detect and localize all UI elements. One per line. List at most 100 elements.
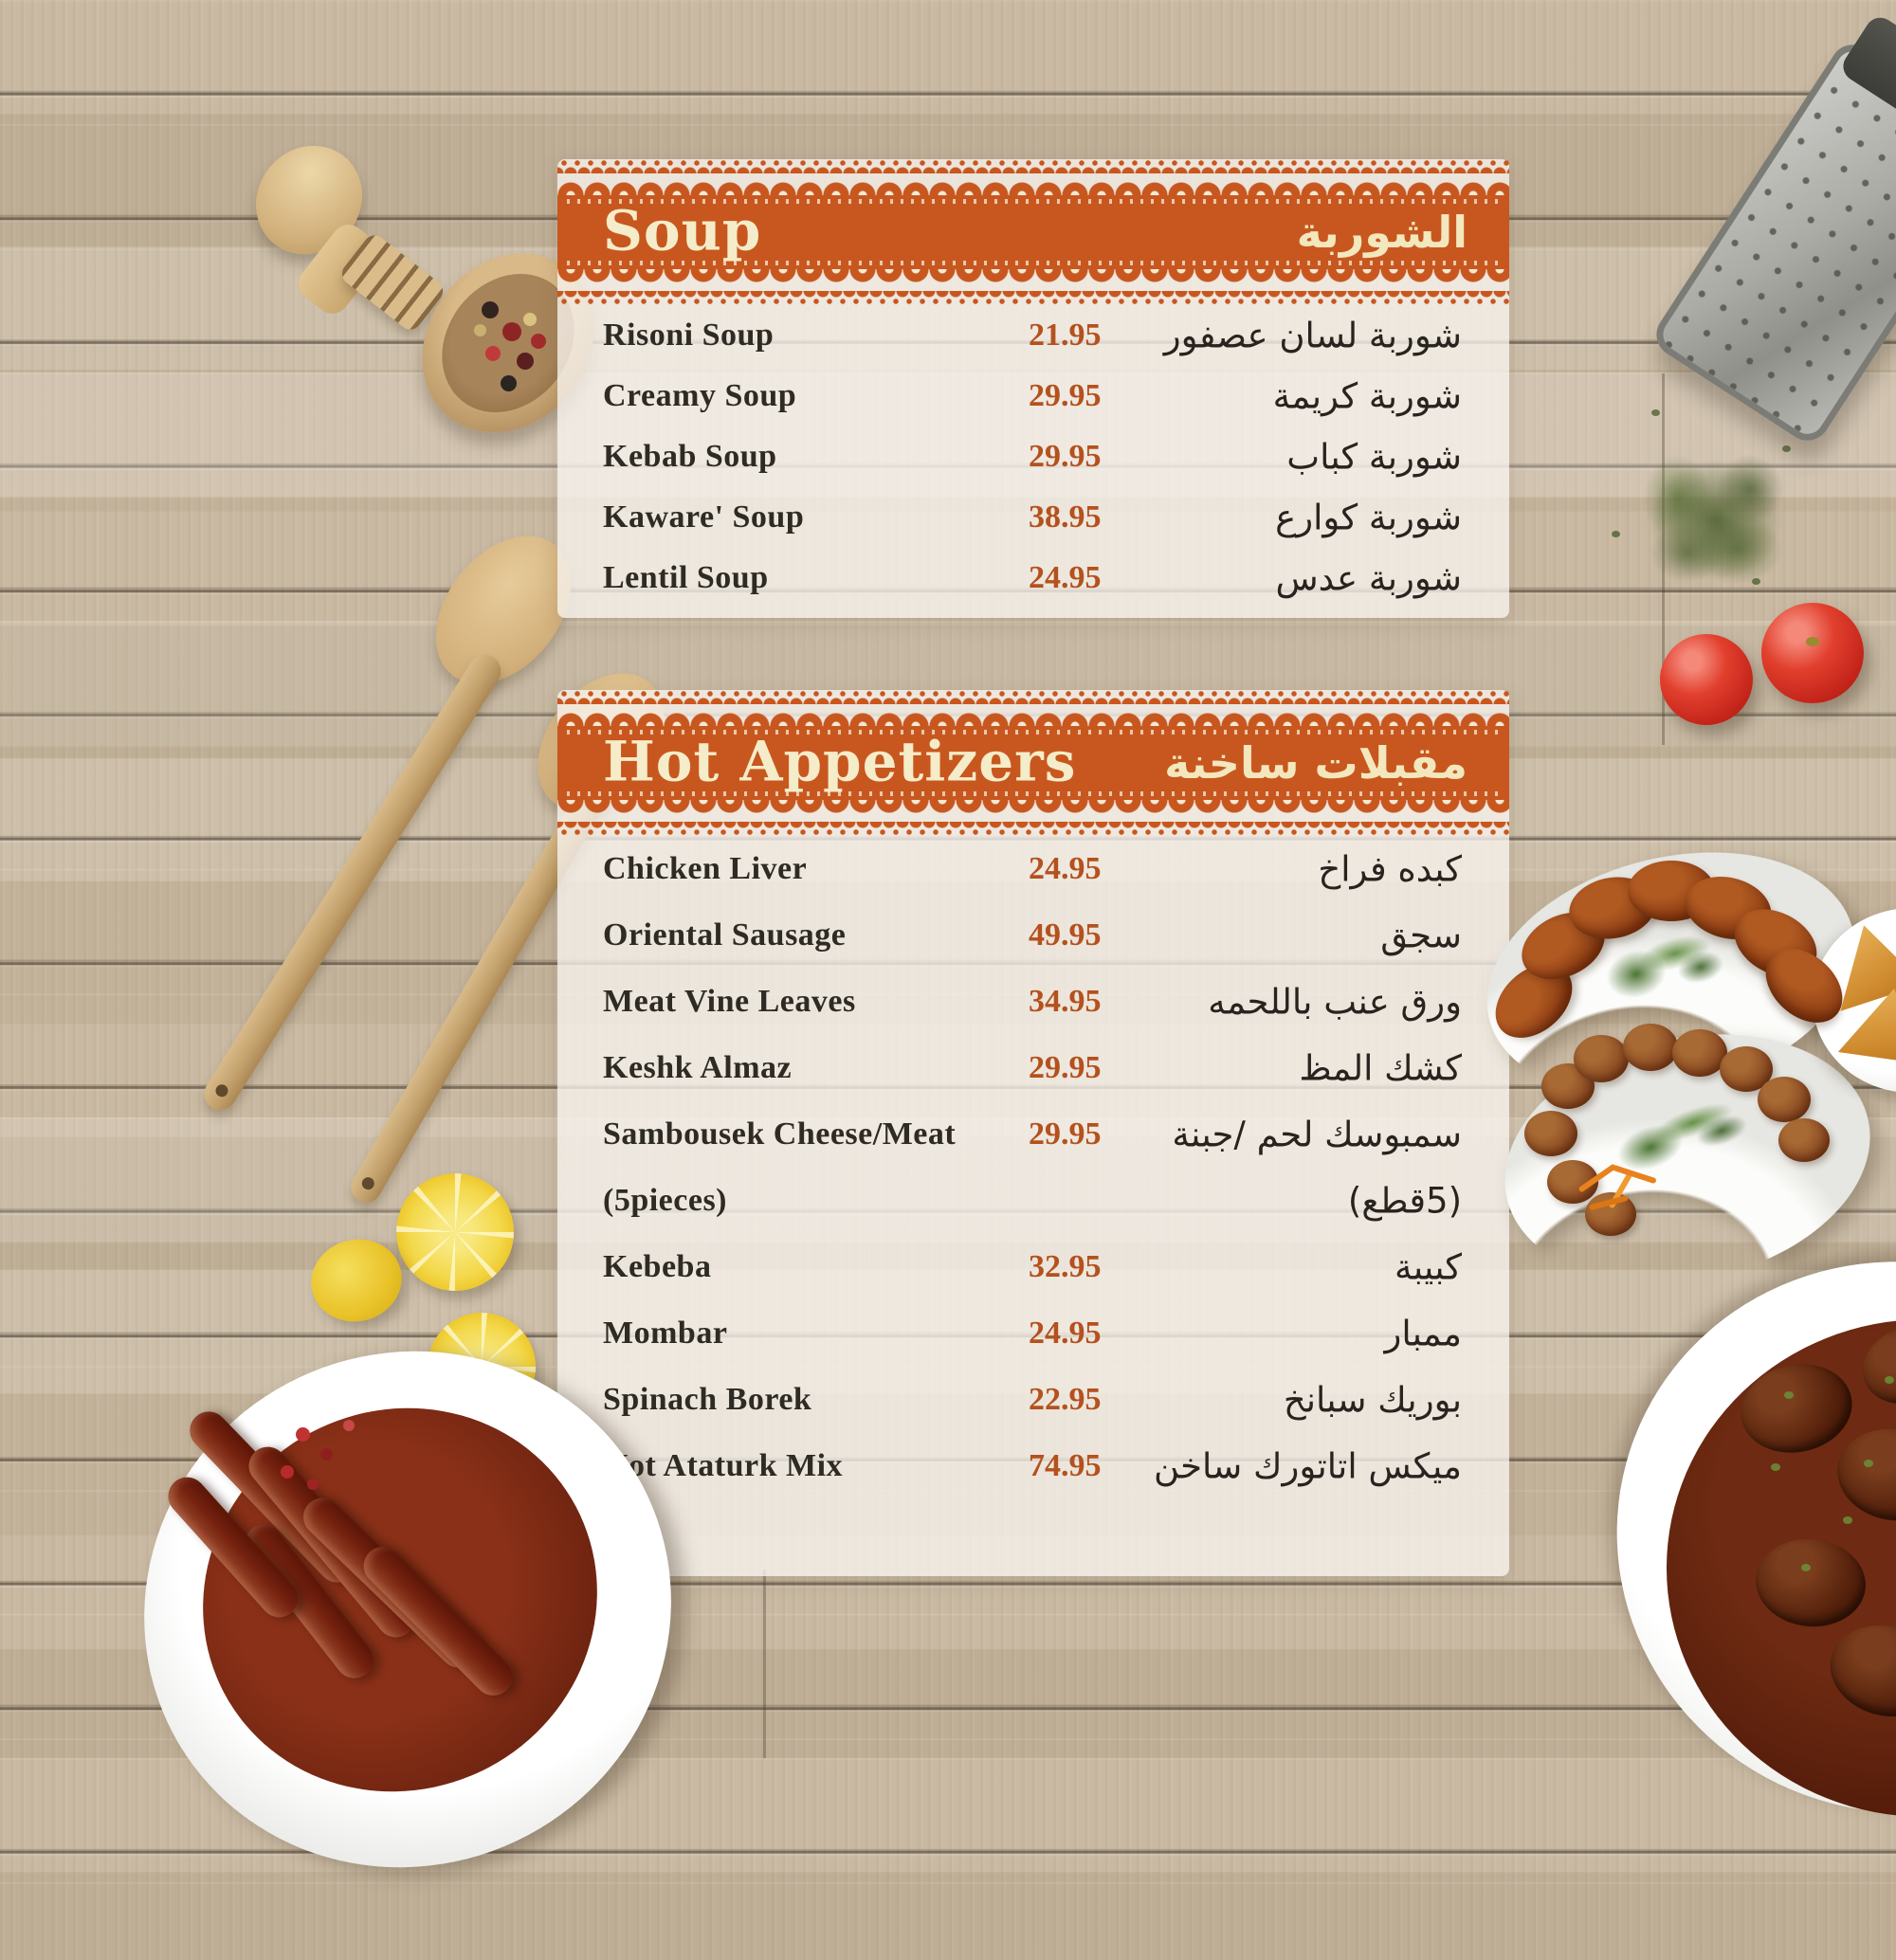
tomato xyxy=(1660,634,1753,725)
item-name-en: Kebab Soup xyxy=(603,439,777,474)
item-name-ar: شوربة كباب xyxy=(1286,436,1462,478)
item-price: 32.95 xyxy=(1029,1249,1102,1284)
item-name-ar: بوريك سبانخ xyxy=(1283,1379,1462,1421)
item-name-en: Sambousek Cheese/Meat xyxy=(603,1116,957,1152)
item-name-ar: شوربة كوارع xyxy=(1275,497,1462,538)
menu-item-row: Kaware' Soup 38.95 شوربة كوارع xyxy=(557,487,1509,548)
item-name-ar: كبيبة xyxy=(1395,1246,1462,1288)
parsley-fleck xyxy=(1784,1391,1794,1399)
menu-page: { "sections": [ { "id": "soup", "title_e… xyxy=(0,0,1896,1758)
lace-border-bottom xyxy=(557,800,1509,836)
hot-appetizers-item-list: Chicken Liver 24.95 كبده فراخ Oriental S… xyxy=(557,836,1509,1499)
item-name-en: Chicken Liver xyxy=(603,851,808,886)
menu-item-row: Risoni Soup 21.95 شوربة لسان عصفور xyxy=(557,305,1509,366)
parsley-fleck xyxy=(1801,1564,1811,1571)
peppercorn xyxy=(531,334,546,349)
item-price: 29.95 xyxy=(1029,1116,1102,1152)
item-name-ar: شوربة لسان عصفور xyxy=(1163,315,1462,356)
item-price: 24.95 xyxy=(1029,560,1102,595)
item-name-ar: شوربة عدس xyxy=(1275,557,1462,599)
item-name-ar: سمبوسك لحم /جبنة xyxy=(1172,1114,1462,1155)
section-title-ar: مقبلات ساخنة xyxy=(1164,737,1468,789)
peppercorn xyxy=(485,346,501,361)
meatball xyxy=(1758,1077,1811,1122)
pink-peppercorn xyxy=(343,1420,355,1431)
pink-peppercorn xyxy=(307,1479,319,1490)
item-price: 38.95 xyxy=(1029,499,1102,535)
item-name-ar: ميكس اتاتورك ساخن xyxy=(1153,1445,1462,1487)
menu-item-row: (5pieces) (5قطع) xyxy=(557,1168,1509,1234)
herb-fleck xyxy=(1752,578,1760,585)
item-name-ar: (5قطع) xyxy=(1347,1180,1462,1222)
soup-item-list: Risoni Soup 21.95 شوربة لسان عصفور Cream… xyxy=(557,305,1509,608)
peppercorn xyxy=(523,313,537,326)
peppercorn xyxy=(482,301,499,318)
menu-item-row: Hot Ataturk Mix 74.95 ميكس اتاتورك ساخن xyxy=(557,1433,1509,1499)
menu-item-row: Creamy Soup 29.95 شوربة كريمة xyxy=(557,366,1509,426)
item-price: 29.95 xyxy=(1029,439,1102,474)
pink-peppercorn xyxy=(296,1427,310,1442)
lemon-half xyxy=(301,1229,411,1332)
soup-section-panel: Soup الشوربة Risoni Soup 21.95 شوربة لسا… xyxy=(557,159,1509,618)
meatball xyxy=(1524,1111,1577,1156)
section-title-ar: الشوربة xyxy=(1296,207,1468,258)
parsley-fleck xyxy=(1864,1460,1873,1467)
item-name-en: Spinach Borek xyxy=(603,1382,812,1417)
parsley-fleck xyxy=(1885,1376,1894,1384)
menu-item-row: Lentil Soup 24.95 شوربة عدس xyxy=(557,548,1509,608)
item-name-ar: كشك المظ xyxy=(1299,1047,1462,1089)
item-name-en: Hot Ataturk Mix xyxy=(603,1448,844,1483)
herb-fleck xyxy=(1651,409,1660,416)
peppercorn xyxy=(474,324,486,336)
item-name-ar: ورق عنب باللحمه xyxy=(1208,981,1462,1023)
tomato-stem xyxy=(1806,637,1819,646)
item-name-en: Oriental Sausage xyxy=(603,917,847,953)
lemon-slice xyxy=(396,1173,514,1291)
item-price: 29.95 xyxy=(1029,1050,1102,1085)
item-name-ar: ممبار xyxy=(1384,1313,1462,1354)
menu-item-row: Kebeba 32.95 كبيبة xyxy=(557,1234,1509,1300)
item-price: 29.95 xyxy=(1029,378,1102,413)
menu-item-row: Sambousek Cheese/Meat 29.95 سمبوسك لحم /… xyxy=(557,1101,1509,1168)
hot-appetizers-section-header: Hot Appetizers مقبلات ساخنة xyxy=(557,726,1509,800)
item-name-ar: كبده فراخ xyxy=(1318,848,1462,890)
item-price: 34.95 xyxy=(1029,984,1102,1019)
menu-item-row: Kebab Soup 29.95 شوربة كباب xyxy=(557,426,1509,487)
parsley-fleck xyxy=(1771,1463,1780,1471)
item-name-en: Creamy Soup xyxy=(603,378,797,413)
item-price: 24.95 xyxy=(1029,1316,1102,1351)
menu-item-row: Keshk Almaz 29.95 كشك المظ xyxy=(557,1035,1509,1101)
plank-joint xyxy=(763,1570,766,1758)
meatball xyxy=(1574,1035,1629,1082)
hot-appetizers-section-panel: Hot Appetizers مقبلات ساخنة Chicken Live… xyxy=(557,690,1509,1576)
meatball xyxy=(1778,1118,1830,1162)
item-name-ar: شوربة كريمة xyxy=(1272,375,1462,417)
menu-item-row: Meat Vine Leaves 34.95 ورق عنب باللحمه xyxy=(557,969,1509,1035)
item-name-en: Meat Vine Leaves xyxy=(603,984,856,1019)
item-price: 22.95 xyxy=(1029,1382,1102,1417)
menu-item-row: Oriental Sausage 49.95 سجق xyxy=(557,902,1509,969)
lace-border-top xyxy=(557,159,1509,195)
lace-border-bottom xyxy=(557,269,1509,305)
item-name-en: Risoni Soup xyxy=(603,318,775,353)
item-price: 49.95 xyxy=(1029,917,1102,953)
pink-peppercorn xyxy=(320,1448,333,1461)
item-name-en: (5pieces) xyxy=(603,1183,728,1218)
item-name-en: Mombar xyxy=(603,1316,728,1351)
peppercorn xyxy=(517,353,534,370)
peppercorn xyxy=(502,322,521,341)
parsley-fleck xyxy=(1843,1516,1852,1524)
peppercorn xyxy=(501,375,517,391)
section-title-en: Hot Appetizers xyxy=(603,729,1077,794)
menu-item-row: Spinach Borek 22.95 بوريك سبانخ xyxy=(557,1367,1509,1433)
section-title-en: Soup xyxy=(603,198,762,263)
item-price: 74.95 xyxy=(1029,1448,1102,1483)
item-name-ar: سجق xyxy=(1380,915,1462,956)
menu-item-row: Chicken Liver 24.95 كبده فراخ xyxy=(557,836,1509,902)
menu-item-row: Mombar 24.95 ممبار xyxy=(557,1300,1509,1367)
lace-border-top xyxy=(557,690,1509,726)
item-name-en: Kebeba xyxy=(603,1249,712,1284)
item-price: 21.95 xyxy=(1029,318,1102,353)
pink-peppercorn xyxy=(281,1465,294,1479)
item-name-en: Keshk Almaz xyxy=(603,1050,793,1085)
